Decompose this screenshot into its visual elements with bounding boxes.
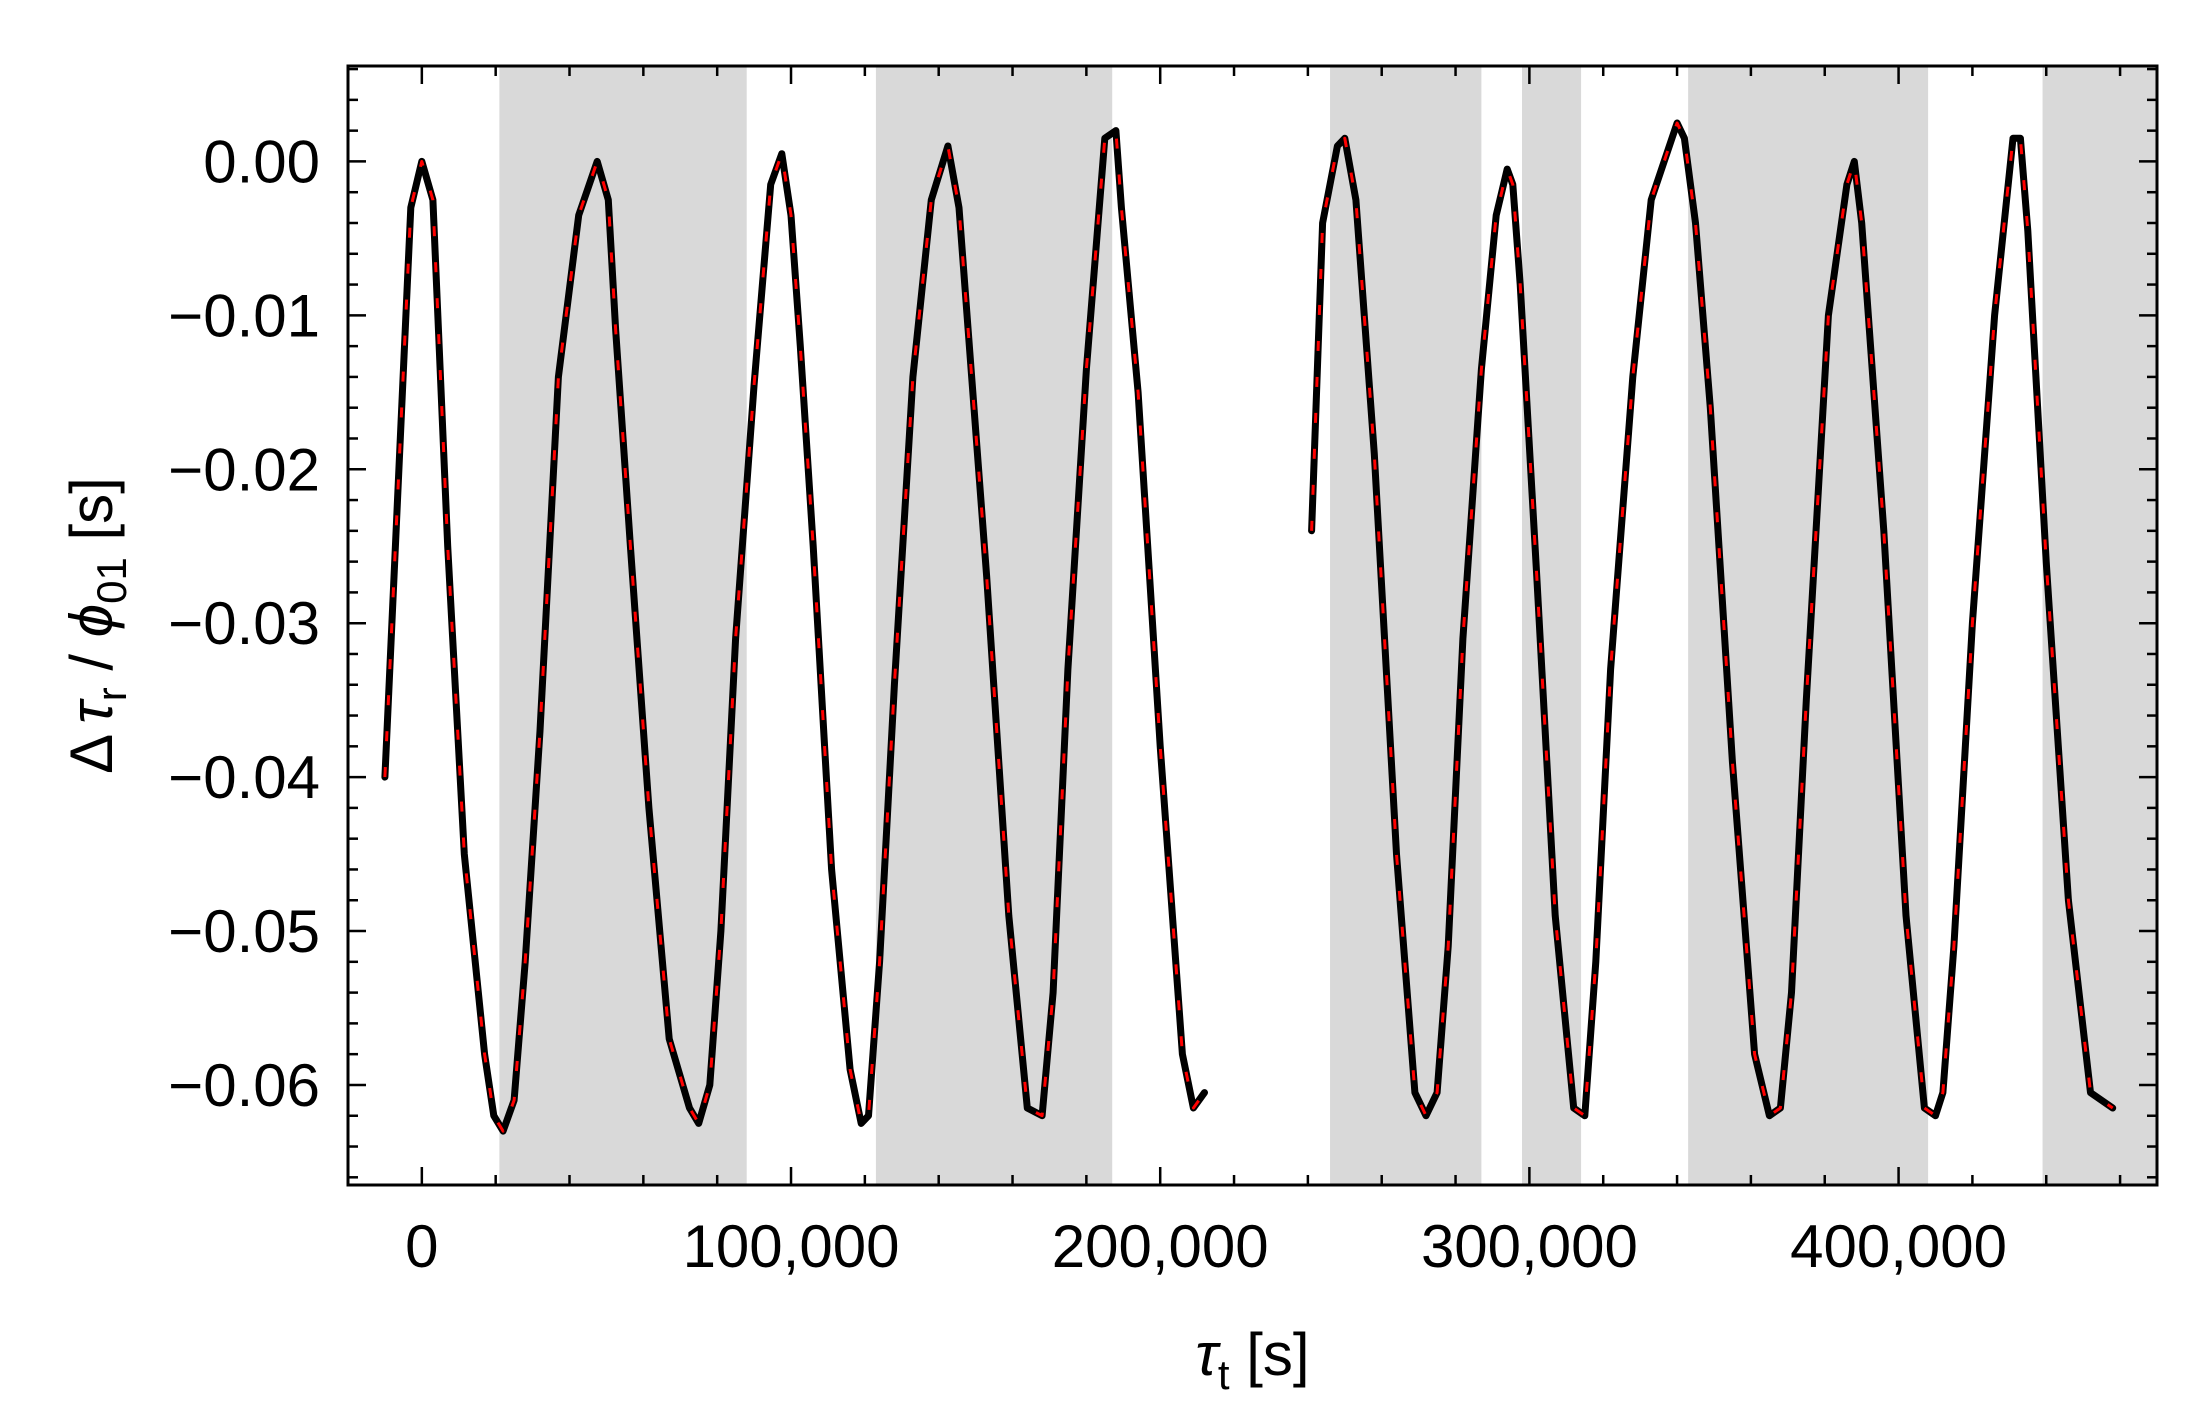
plot-frame	[346, 64, 2159, 1187]
x-axis-label-symbol: τ	[1195, 1321, 1221, 1388]
x-axis-label: τt [s]	[1195, 1321, 1309, 1398]
x-axis-label-unit: [s]	[1230, 1321, 1310, 1388]
axis-ticks	[346, 66, 2157, 1185]
y-axis-label-symbol2: ϕ	[58, 604, 125, 637]
tick-labels: 0 100,000 200,000 300,000 400,000 0.00 −0.01 −0…	[168, 128, 2007, 1280]
y-axis-label-symbol: τ	[58, 698, 125, 724]
shaded-region-4	[1522, 66, 1582, 1185]
y-tick-label: −0.01	[168, 282, 320, 349]
x-tick-label: 100,000	[683, 1213, 900, 1280]
y-tick-label: −0.03	[168, 590, 320, 657]
shaded-region-1	[499, 66, 747, 1185]
y-axis-label-subscript2: 01	[88, 557, 135, 604]
y-axis-label: Δτr / ϕ01 [s]	[58, 477, 135, 774]
x-axis-label-subscript: t	[1218, 1351, 1230, 1398]
x-tick-label: 400,000	[1790, 1213, 2007, 1280]
y-tick-label: −0.04	[168, 744, 320, 811]
y-tick-label: −0.05	[168, 898, 320, 965]
y-tick-label: −0.02	[168, 436, 320, 503]
shaded-region-6	[2042, 66, 2157, 1185]
series-dash-overlay-segment-1	[383, 129, 1206, 1133]
x-tick-label: 300,000	[1421, 1213, 1638, 1280]
y-axis-label-prefix: Δ	[58, 734, 125, 774]
y-tick-label: −0.06	[168, 1052, 320, 1119]
series-line-segment-2	[1308, 119, 2117, 1120]
y-tick-label: 0.00	[203, 128, 320, 195]
x-tick-label: 200,000	[1052, 1213, 1269, 1280]
shaded-region-2	[875, 66, 1113, 1185]
y-axis-label-subscript: r	[88, 687, 135, 701]
y-axis-label-middle: /	[58, 637, 125, 687]
shaded-regions	[499, 66, 2157, 1185]
x-tick-label: 0	[405, 1213, 438, 1280]
y-axis-label-unit: [s]	[58, 477, 125, 557]
series-lines	[381, 119, 2117, 1135]
